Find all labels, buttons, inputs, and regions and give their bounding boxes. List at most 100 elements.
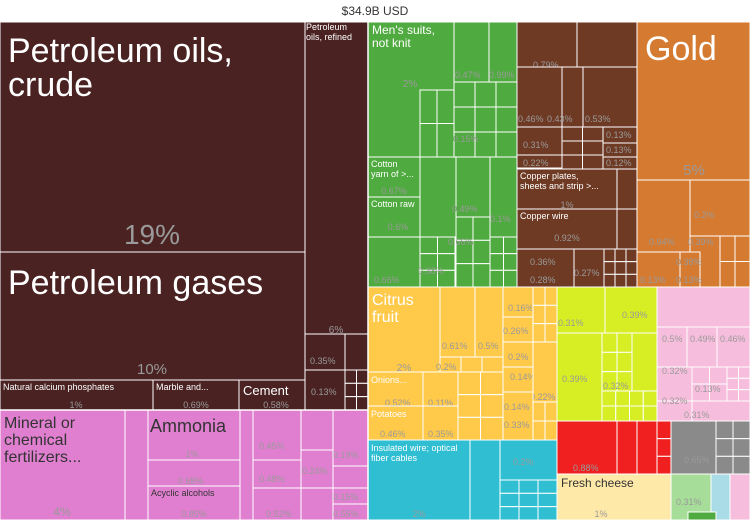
share-label: 0.27% [574, 268, 600, 278]
tile-misc-small [726, 377, 739, 391]
tile-machinery-small [499, 506, 520, 520]
share-label: 0.39% [688, 237, 714, 247]
tile-textile-small [474, 106, 497, 133]
tile-chemical-small [300, 409, 334, 451]
tile-label: Petroleum oils, [8, 32, 233, 70]
tile-vegetable-small [460, 356, 483, 373]
tile-vegetable-small [480, 371, 504, 396]
tile-precious-small [719, 235, 736, 262]
tile-acyclic-alcohols [147, 485, 241, 520]
tile-textile-small [436, 123, 455, 158]
tile-textile-small [472, 263, 491, 288]
tile-misc-gray [732, 420, 750, 440]
tile-mineral-fertilizers [0, 409, 149, 520]
tile-label: sheets and strip >... [520, 181, 599, 191]
tile-misc-small [687, 511, 717, 520]
tile-label: Cement [243, 383, 289, 398]
tile-machinery-small [537, 479, 558, 494]
tile-vegetable-small [502, 366, 534, 393]
tile-potatoes [367, 405, 424, 441]
tile-mineral-small [356, 369, 369, 384]
tile-vegetable-small [502, 286, 534, 318]
tile-misc-small [726, 366, 739, 379]
share-label: 0.15% [333, 492, 359, 502]
tile-misc-small [716, 326, 750, 368]
tile-textile-small [455, 263, 474, 288]
tile-animal-small [656, 420, 672, 440]
tile-metal-small [625, 248, 638, 263]
tile-vegetable-small [457, 371, 481, 396]
share-label: 0.94% [649, 237, 675, 247]
tile-label: Copper wire [520, 211, 569, 221]
tile-textile-small [453, 106, 476, 133]
tile-misc-small [709, 366, 728, 385]
tile-metal-small [561, 154, 583, 170]
tile-label: Gold [645, 30, 717, 68]
share-label: 0.31% [684, 410, 710, 420]
tile-mineral-small [356, 396, 369, 411]
tile-textile-small [495, 106, 518, 133]
tile-machinery-small [499, 439, 558, 481]
tile-vegetable-small [532, 420, 546, 441]
share-label: 0.24% [302, 466, 328, 476]
tile-mineral-small [344, 333, 369, 371]
tile-vegetable-small [544, 286, 558, 306]
tile-textile-small [503, 269, 518, 288]
tile-share: 2% [403, 79, 418, 90]
tile-machinery-small [469, 439, 501, 520]
tile-machinery-small [518, 506, 539, 520]
tile-textile-small [472, 216, 491, 241]
tile-machinery-small [537, 492, 558, 508]
tile-label: not knit [372, 36, 411, 50]
tile-vegetable-small [502, 391, 534, 441]
tile-label: Petroleum gases [8, 264, 263, 302]
tile-misc-small [656, 326, 688, 368]
tile-precious-small [719, 261, 736, 288]
tile-textile-small [495, 81, 518, 108]
tile-share: 1% [185, 449, 198, 459]
tile-metal-small [614, 248, 627, 263]
tile-cement [238, 379, 306, 411]
tile-machinery-small [537, 506, 558, 520]
tile-metal-small [516, 154, 563, 169]
share-label: 0.2% [436, 362, 457, 372]
tile-textile-small [488, 21, 518, 83]
tile-label: Men's suits, [372, 23, 435, 37]
tile-vegetable-small [544, 420, 558, 441]
tile-misc-gray [732, 455, 750, 475]
share-label: 0.28% [530, 275, 556, 285]
tile-metal-small [582, 126, 604, 142]
share-label: 0.13% [676, 275, 702, 285]
tile-chemical-small [147, 459, 241, 487]
tile-share: 5% [683, 162, 705, 179]
tile-petroleum-gases [0, 251, 306, 381]
tile-foodstuff-small [601, 390, 617, 407]
share-label: 0.13% [311, 387, 337, 397]
tile-share: 2% [412, 509, 425, 519]
tile-foodstuff-small [629, 405, 644, 422]
share-label: 0.53% [585, 114, 611, 124]
tile-vegetable-small [457, 394, 481, 418]
tile-foodstuff-small [631, 332, 658, 392]
tile-share: 0.92% [554, 233, 580, 243]
share-label: 0.49% [452, 204, 478, 214]
tile-metal-small [614, 273, 627, 288]
share-label: 0.35% [428, 429, 454, 439]
tile-metal-small [516, 248, 575, 288]
tile-animal-small [656, 438, 672, 457]
tile-label: Citrus [372, 292, 414, 309]
tile-misc-small [691, 366, 710, 385]
tile-share: 19% [124, 219, 180, 250]
tile-misc-gray [715, 455, 734, 475]
tile-textile-small [472, 239, 491, 265]
tile-vegetable-small [544, 401, 558, 422]
tile-chemical-small [332, 465, 369, 489]
tile-textile-small [489, 269, 504, 288]
tile-vegetable-small [532, 323, 546, 343]
share-label: 0.13% [640, 275, 666, 285]
tile-chemical-small [252, 487, 302, 520]
tile-foodstuff-small [629, 390, 644, 407]
tile-metal-small [582, 140, 604, 156]
tile-vegetable-small [457, 416, 481, 441]
tile-precious-small [689, 179, 750, 237]
